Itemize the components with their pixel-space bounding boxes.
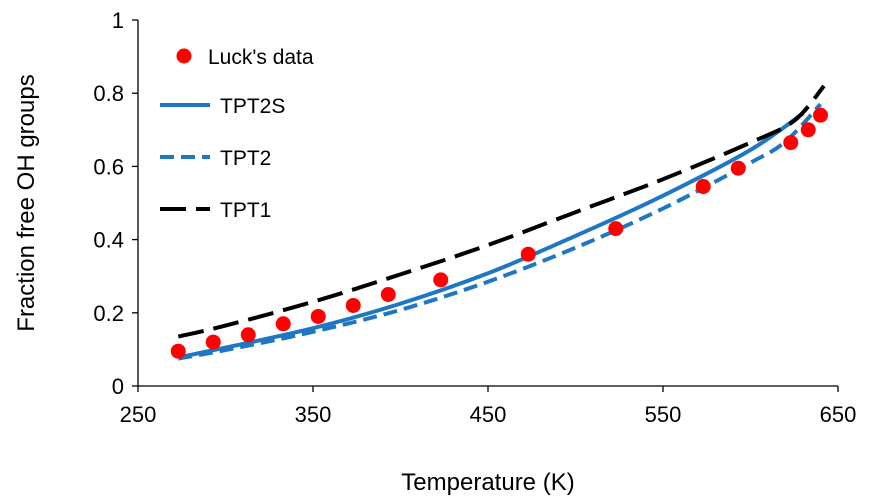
data-point: [380, 287, 396, 302]
data-point: [800, 122, 816, 138]
data-point: [695, 179, 711, 195]
data-point: [813, 107, 828, 123]
data-point: [730, 160, 746, 176]
y-ticks: 0 0.2 0.4 0.6 0.8 1: [93, 8, 138, 399]
x-axis-title: Temperature (K): [401, 469, 574, 496]
series-layer: [170, 84, 828, 361]
legend-label: TPT2S: [220, 95, 285, 118]
y-tick-label: 0.8: [93, 81, 124, 106]
series-line-tpt1: [177, 84, 826, 339]
x-tick-label: 250: [120, 402, 157, 427]
y-tick-label: 1: [112, 8, 124, 33]
data-point: [310, 308, 326, 324]
series-line-tpt2: [177, 102, 822, 361]
legend-label: TPT1: [220, 199, 271, 222]
data-point: [520, 246, 536, 262]
y-tick-label: 0: [112, 374, 124, 399]
series-line-tpt2s: [177, 111, 805, 360]
legend-label: TPT2: [220, 147, 271, 170]
y-tick-label: 0.2: [93, 301, 124, 326]
y-tick-label: 0.6: [93, 154, 124, 179]
data-point: [205, 334, 221, 350]
y-axis-title: Fraction free OH groups: [13, 74, 40, 331]
legend-marker: [176, 48, 192, 64]
y-tick-label: 0.4: [93, 228, 124, 253]
x-tick-label: 650: [820, 402, 857, 427]
data-point: [345, 297, 361, 313]
data-point: [608, 221, 624, 237]
legend: Luck's data TPT2S TPT2 TPT1: [160, 46, 314, 222]
x-tick-label: 550: [645, 402, 682, 427]
data-point: [783, 135, 799, 151]
data-point: [170, 343, 186, 359]
legend-label: Luck's data: [208, 46, 314, 69]
axes: 0 0.2 0.4 0.6 0.8 1 250 350 450 550 650: [93, 8, 856, 427]
x-tick-label: 450: [470, 402, 507, 427]
data-point: [240, 327, 256, 343]
data-point: [433, 272, 449, 288]
x-ticks: 250 350 450 550 650: [120, 386, 857, 427]
x-tick-label: 350: [295, 402, 332, 427]
data-point: [275, 316, 291, 332]
